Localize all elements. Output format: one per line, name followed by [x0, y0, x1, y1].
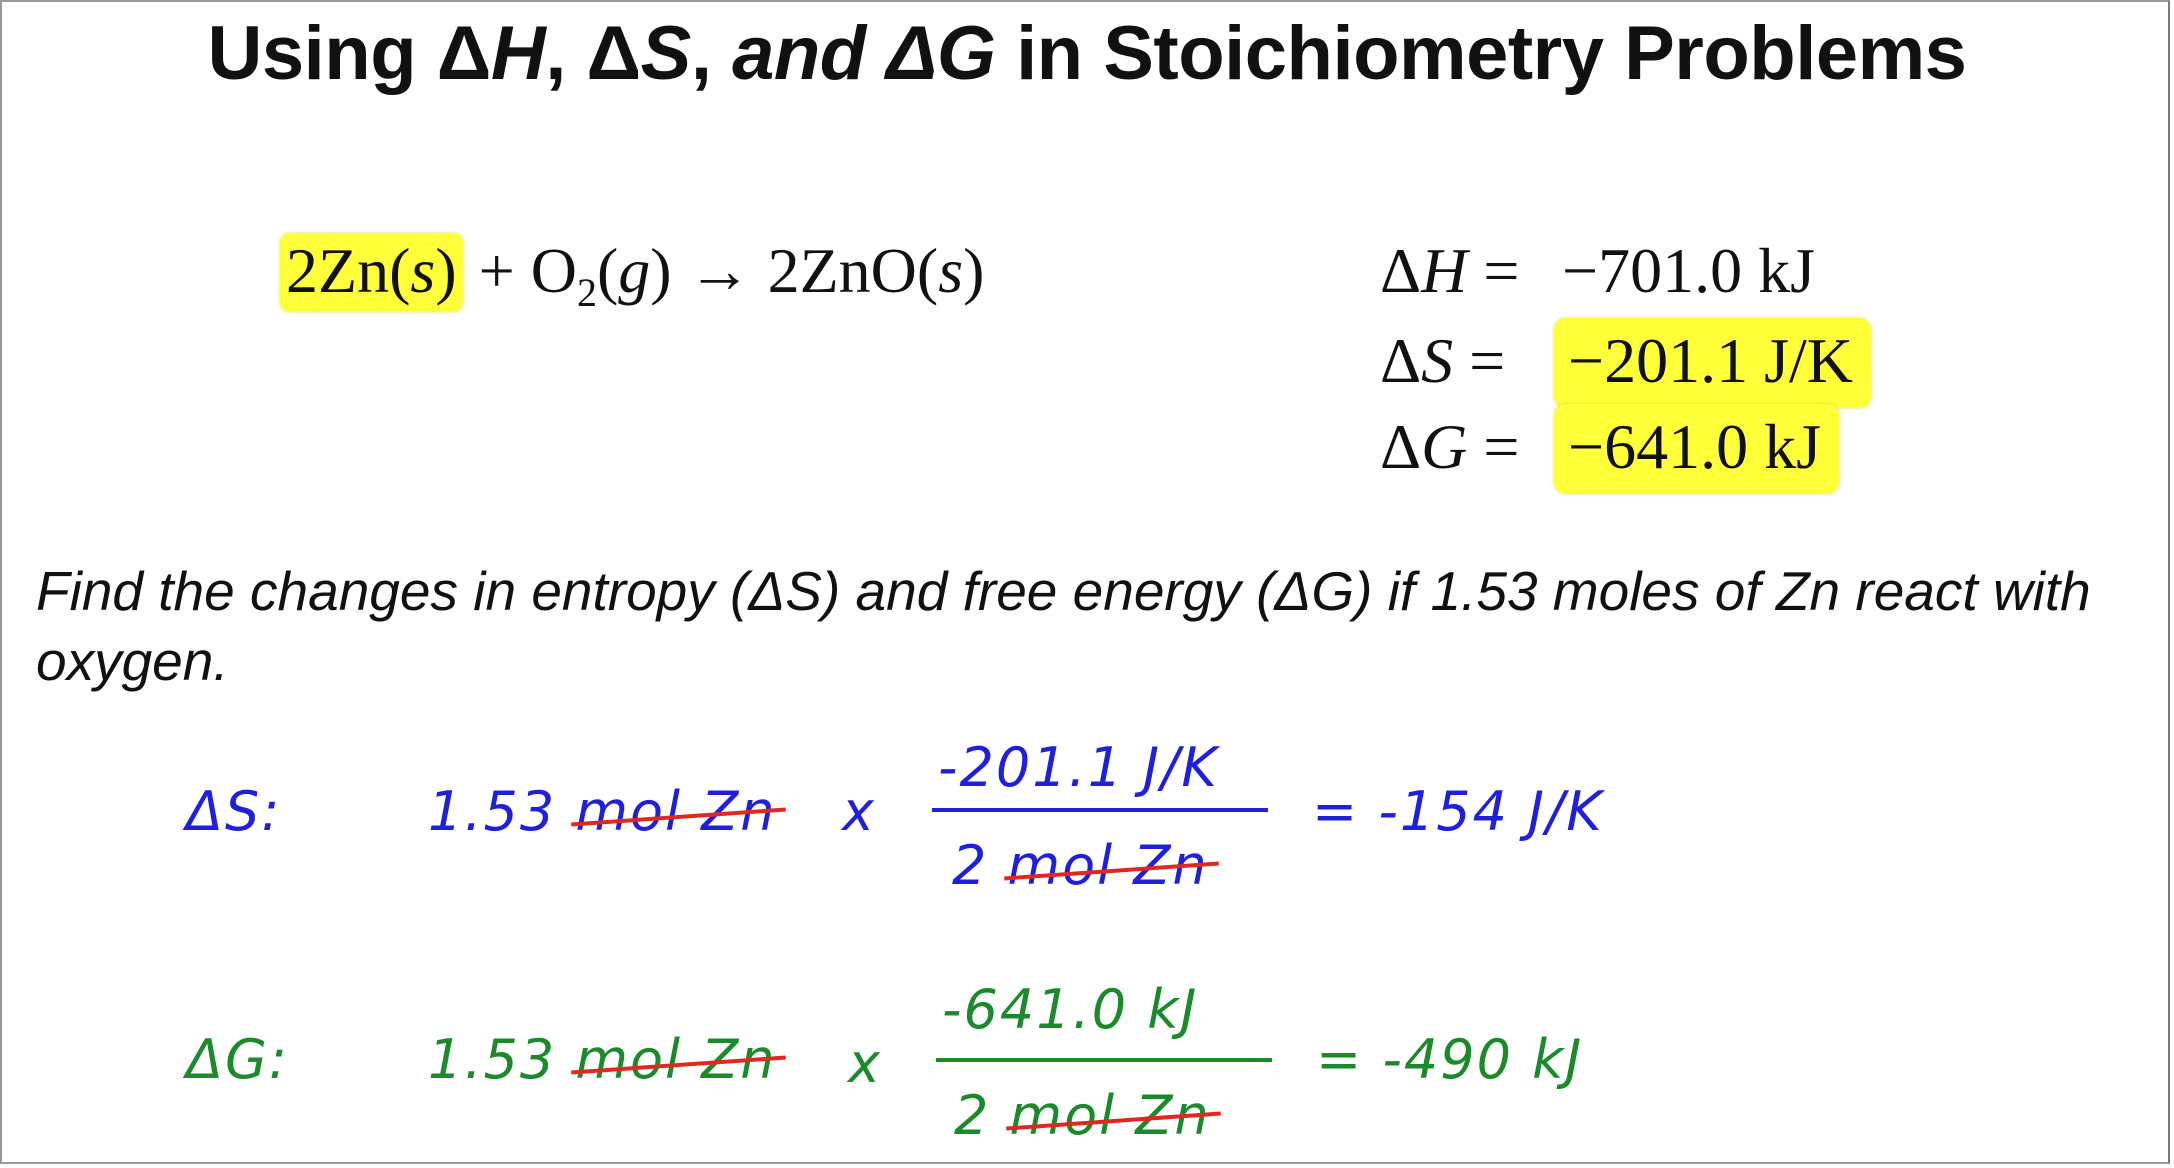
delta-h-value: −701.0 kJ [1562, 235, 1815, 306]
work-s-amount: 1.53 mol Zn [428, 780, 777, 843]
work-s-times: x [842, 780, 876, 843]
reaction-equation: 2Zn(s) + O2(g) → 2ZnO(s) [280, 233, 984, 316]
work-s-denominator: 2 mol Zn [952, 834, 1209, 897]
work-s-label: ΔS: [186, 780, 282, 843]
work-g-fraction-bar [936, 1058, 1272, 1062]
work-s-result: = -154 J/K [1312, 780, 1604, 843]
delta-s-value: −201.1 J/K [1554, 318, 1871, 408]
delta-s-row: ΔS = −201.1 J/K [1380, 318, 1871, 408]
strike-mol-zn: mol Zn [575, 780, 777, 843]
zn-highlight: 2Zn(s) [280, 233, 463, 312]
work-g-result: = -490 kJ [1316, 1028, 1584, 1091]
slide-title: Using ΔH, ΔS, and ΔG in Stoichiometry Pr… [207, 11, 1967, 96]
work-g-label: ΔG: [186, 1028, 289, 1091]
question-text: Find the changes in entropy (ΔS) and fre… [36, 560, 2091, 692]
work-g-denominator: 2 mol Zn [954, 1084, 1211, 1147]
work-g-times: x [848, 1032, 882, 1095]
work-s-numerator: -201.1 J/K [938, 736, 1219, 799]
strike-mol-zn: mol Zn [1009, 1084, 1211, 1147]
delta-g-value: −641.0 kJ [1554, 404, 1839, 494]
delta-g-row: ΔG = −641.0 kJ [1380, 404, 1839, 494]
work-g-amount: 1.53 mol Zn [428, 1028, 777, 1091]
strike-mol-zn: mol Zn [1007, 834, 1209, 897]
work-g-numerator: -641.0 kJ [942, 978, 1199, 1041]
work-s-fraction-bar [932, 808, 1268, 812]
strike-mol-zn: mol Zn [575, 1028, 777, 1091]
delta-h-row: ΔH = −701.0 kJ [1380, 235, 1815, 306]
